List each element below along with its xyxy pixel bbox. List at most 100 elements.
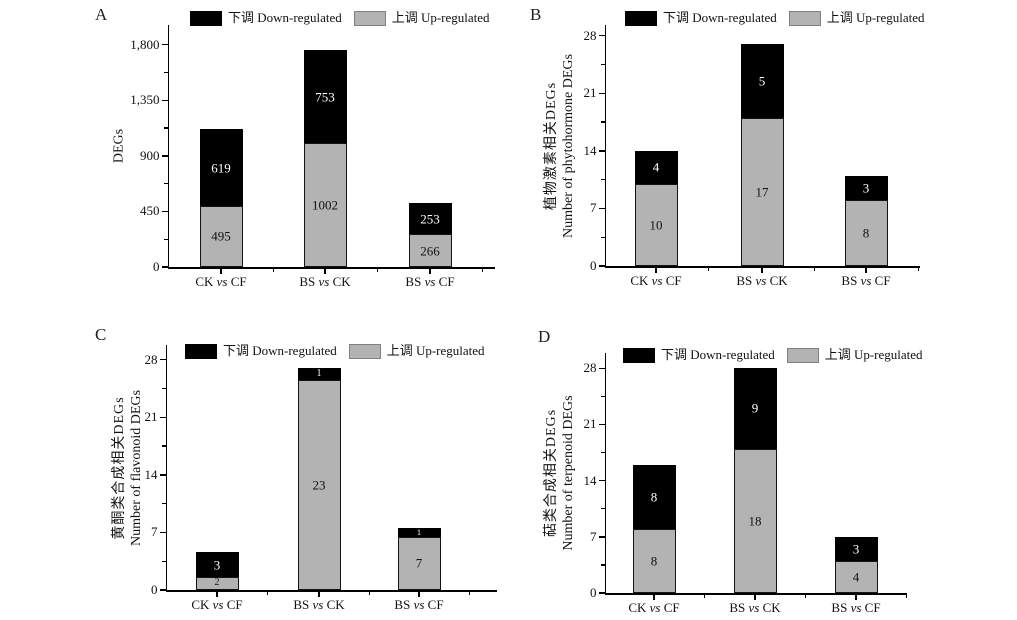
panel-c-bar-down-value: 1 <box>316 367 322 379</box>
panel-a-bar-down-segment <box>303 50 347 144</box>
panel-a-y-tick-minor <box>164 182 168 185</box>
panel-b-y-tick-label: 14 <box>583 142 597 158</box>
panel-c-y-tick-major <box>159 589 166 591</box>
panel-b-y-tick-major <box>598 34 605 37</box>
panel-b-category-label: BS vs CF <box>811 273 921 289</box>
panel-c-x-tick-major <box>318 591 320 597</box>
category-label-text: vs <box>413 597 425 612</box>
panel-a-y-tick-minor <box>164 127 168 129</box>
legend-down-swatch <box>623 347 655 363</box>
category-label-text: CF <box>424 597 444 612</box>
panel-c-y-axis-title: 黄酮类合成相关DEGs Number of flavonoid DEGs <box>111 325 145 610</box>
panel-b-y-axis-title-en: Number of phytohormone DEGs <box>561 53 576 238</box>
panel-c-letter: C <box>95 325 107 344</box>
panel-a-legend: 下调 Down-regulated 上调 Up-regulated <box>190 10 490 26</box>
panel-d-y-tick-major <box>598 592 605 594</box>
panel-d-legend: 下调 Down-regulated 上调 Up-regulated <box>623 347 923 363</box>
panel-b-bar-down-value: 4 <box>652 159 660 175</box>
panel-b-y-tick-label: 28 <box>583 27 597 43</box>
panel-c-y-tick-major <box>159 474 166 476</box>
panel-c-y-tick-minor <box>162 502 166 505</box>
panel-b-y-tick-minor <box>601 63 605 66</box>
category-label-text: vs <box>649 600 661 615</box>
panel-c-category-label: BS vs CK <box>264 597 374 613</box>
legend-up-label: 上调 Up-regulated <box>826 10 925 25</box>
panel-a-letter: A <box>95 5 108 24</box>
legend-down-swatch <box>190 10 222 26</box>
panel-d-y-axis-title-cn: 萜类合成相关DEGs <box>544 408 559 538</box>
panel-d-bar-down-segment <box>632 464 676 529</box>
panel-d-y-tick-label: 14 <box>583 472 597 488</box>
panel-c-bar-up-value: 7 <box>415 555 423 571</box>
category-label-text: CK <box>759 600 781 615</box>
category-label-text: CF <box>660 600 680 615</box>
category-label-text: BS <box>831 600 851 615</box>
legend-up-label: 上调 Up-regulated <box>824 347 923 362</box>
panel-b-x-tick-major <box>761 267 763 273</box>
panel-b-y-tick-label: 21 <box>583 85 597 101</box>
panel-b-legend: 下调 Down-regulated 上调 Up-regulated <box>625 10 925 26</box>
panel-a-x-tick-major <box>220 268 222 274</box>
panel-d-bar-down-value: 3 <box>852 541 860 557</box>
panel-c-y-tick-label: 7 <box>151 524 158 540</box>
panel-b-bar-down-value: 3 <box>862 180 870 196</box>
panel-b-x-tick-minor <box>813 267 816 271</box>
panel-c-x-tick-major <box>216 591 218 597</box>
panel-a-x-tick-major <box>429 268 431 274</box>
panel-b-y-tick-minor <box>601 121 605 123</box>
panel-d-y-axis-title-en: Number of terpenoid DEGs <box>561 395 576 551</box>
panel-d-bar-down-value: 8 <box>650 489 658 505</box>
panel-c-y-tick-minor <box>162 560 166 562</box>
panel-d-y-tick-label: 7 <box>590 528 597 544</box>
category-label-text: CK <box>195 274 217 289</box>
legend-up-label: 上调 Up-regulated <box>386 343 485 358</box>
panel-b-category-label: CK vs CF <box>601 273 711 289</box>
panel-b-bar-up-value: 8 <box>862 225 870 241</box>
category-label-text: vs <box>318 274 330 289</box>
panel-a-x-tick-major <box>324 268 326 274</box>
panel-c-bar-up-value: 23 <box>312 477 326 493</box>
category-label-text: BS <box>729 600 749 615</box>
panel-c-bar-down-segment <box>397 527 441 537</box>
panel-b-y-tick-label: 7 <box>590 200 597 216</box>
panel-d-x-tick-minor <box>804 594 807 598</box>
category-label-text: CF <box>435 274 455 289</box>
panel-d-bar-up-value: 8 <box>650 553 658 569</box>
legend-down-swatch <box>625 10 657 26</box>
panel-c-category-label: CK vs CF <box>162 597 272 613</box>
panel-b-bar-up-value: 10 <box>649 217 663 233</box>
panel-d-x-tick-major <box>855 594 857 600</box>
category-label-text: vs <box>860 273 872 288</box>
panel-b-bar-down-value: 5 <box>758 73 766 89</box>
panel-c-y-tick-label: 14 <box>144 466 158 482</box>
category-label-text: BS <box>293 597 313 612</box>
category-label-text: CF <box>662 273 682 288</box>
panel-b-bar-down-segment <box>740 43 784 118</box>
panel-a-y-axis-title-en: DEGs <box>111 128 127 164</box>
category-label-text: vs <box>651 273 663 288</box>
panel-d-x-axis <box>604 593 907 595</box>
category-label-text: vs <box>216 274 228 289</box>
panel-d-y-tick-label: 28 <box>583 360 597 376</box>
panel-c-legend: 下调 Down-regulated 上调 Up-regulated <box>185 343 485 359</box>
panel-d-bar-up-segment <box>733 448 777 593</box>
panel-c-bar-down-value: 1 <box>416 526 422 537</box>
panel-a-y-axis-title: DEGs <box>111 5 128 287</box>
panel-b-letter: B <box>530 5 542 24</box>
panel-d-category-label: CK vs CF <box>599 600 709 616</box>
panel-b-y-tick-major <box>598 92 605 94</box>
panel-c-y-tick-major <box>159 416 166 419</box>
category-label-text: vs <box>212 597 224 612</box>
category-label-text: CF <box>871 273 891 288</box>
category-label-text: BS <box>736 273 756 288</box>
panel-d-category-label: BS vs CK <box>700 600 810 616</box>
panel-b-y-tick-minor <box>601 178 605 181</box>
panel-a-bar-up-segment <box>408 234 452 267</box>
legend-up-swatch <box>786 347 819 363</box>
panel-b-bar-up-segment <box>634 183 678 266</box>
panel-c-y-axis <box>165 345 167 592</box>
panel-c-y-tick-minor <box>162 445 166 447</box>
panel-b-y-axis-title-cn: 植物激素相关DEGs <box>544 81 559 210</box>
category-label-text: CK <box>628 600 650 615</box>
legend-up-swatch <box>353 10 386 26</box>
